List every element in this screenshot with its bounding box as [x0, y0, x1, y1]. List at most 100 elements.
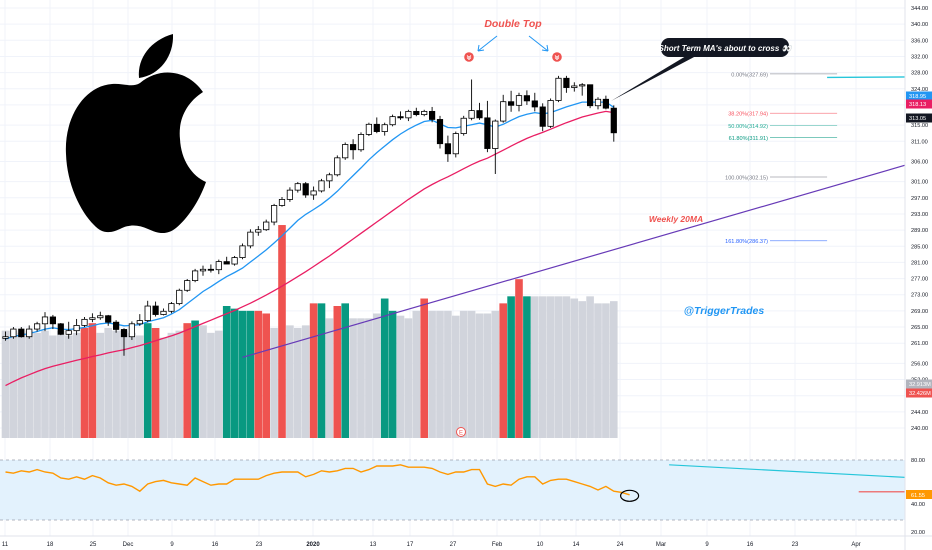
candle: [191, 268, 199, 283]
candle-body: [136, 320, 143, 325]
volume-bar: [215, 330, 223, 438]
candle-body: [602, 98, 610, 109]
volume-bar: [143, 323, 152, 438]
time-tick-label: 9: [705, 542, 709, 548]
candle: [168, 302, 175, 314]
candle: [571, 82, 578, 92]
candle-body: [531, 100, 538, 108]
price-grid: [0, 0, 905, 536]
price-tick-label: 265.00: [911, 325, 928, 331]
candle: [207, 264, 214, 273]
rsi-band: [0, 460, 905, 520]
candle: [523, 90, 531, 105]
candle: [184, 278, 191, 292]
price-axis: 344.00340.00336.00332.00328.00324.00320.…: [904, 0, 932, 550]
rsi-line: [5, 464, 630, 496]
candle: [26, 325, 33, 339]
moving-averages: [5, 101, 615, 387]
fib-level-label: 50.00%(314.92): [728, 124, 768, 130]
candle-body: [286, 189, 294, 200]
rsi-panel: [0, 459, 932, 521]
candle: [531, 92, 538, 112]
candle-body: [191, 270, 199, 281]
candle: [342, 142, 349, 160]
candle-body: [500, 101, 507, 122]
time-tick-label: 23: [792, 542, 799, 548]
candle-body: [120, 329, 128, 338]
volume-bar: [136, 335, 144, 438]
candle: [444, 135, 452, 162]
double-top-arrow-right: [528, 35, 549, 52]
volume-bar: [388, 310, 397, 438]
candle: [105, 314, 112, 326]
price-tick-label: 293.00: [911, 212, 928, 218]
candle-body: [89, 317, 96, 320]
volume-bar: [586, 296, 594, 438]
candle: [270, 203, 278, 226]
volume-bar: [554, 296, 563, 438]
candle-body: [342, 144, 349, 159]
candle-body: [105, 315, 112, 323]
callout-pointer: [611, 56, 696, 101]
time-tick-label: 16: [747, 542, 754, 548]
candle-body: [184, 280, 191, 291]
volume-bar: [238, 310, 247, 438]
volume-bar: [578, 301, 586, 438]
candle-body: [539, 106, 546, 127]
candle: [539, 103, 546, 132]
price-badge: [906, 379, 932, 389]
rsi-highlight-circle: [619, 489, 640, 502]
volume-bar: [159, 337, 168, 438]
volume-bar: [570, 298, 579, 438]
candle-body: [444, 143, 452, 155]
candle-body: [223, 261, 230, 265]
fib-level-label: 38.20%(317.94): [728, 112, 768, 118]
time-tick-label: 2020: [306, 542, 320, 548]
candle-body: [81, 318, 88, 326]
volume-bar: [57, 330, 65, 438]
volume-bar: [25, 330, 33, 438]
candle-body: [594, 98, 602, 107]
candle: [326, 172, 333, 189]
candle: [452, 131, 459, 158]
candle: [389, 114, 396, 127]
candle-body: [199, 268, 207, 272]
watermark-label: @TriggerTrades: [684, 305, 765, 317]
candle-body: [263, 221, 270, 231]
candle: [587, 84, 594, 109]
time-tick-label: 27: [450, 542, 457, 548]
volume-bar: [128, 332, 136, 438]
price-badge: [906, 113, 932, 123]
volume-bar: [1, 330, 10, 438]
volume-bar: [523, 296, 531, 438]
price-tick-label: 240.00: [911, 426, 928, 432]
apple-logo-body: [65, 72, 206, 234]
price-tick-label: 285.00: [911, 244, 928, 250]
candle: [81, 316, 88, 328]
price-tick-label: 289.00: [911, 228, 928, 234]
candle-body: [492, 120, 499, 149]
volume-bar: [17, 332, 26, 438]
fib-level-label: 0.00%(327.69): [731, 72, 768, 78]
earnings-marker-label: E: [459, 431, 463, 437]
volume-bar: [404, 318, 413, 438]
volume-bar: [420, 298, 428, 438]
volume-bar: [207, 332, 215, 438]
volume-bar: [507, 296, 515, 438]
candle-body: [10, 328, 17, 338]
earnings-marker: [456, 427, 466, 437]
candle: [57, 323, 64, 336]
volume-bar: [301, 325, 310, 438]
rsi-badge: [906, 490, 932, 499]
volume-bar: [286, 325, 294, 438]
candle-body: [515, 95, 523, 106]
volume-bar: [467, 310, 476, 438]
apple-logo-leaf: [138, 34, 174, 78]
candle-body: [436, 119, 444, 145]
price-tick-label: 344.00: [911, 6, 928, 12]
volume-bar: [49, 335, 57, 438]
candle-body: [381, 124, 388, 132]
volume-bar: [72, 332, 81, 438]
time-tick-label: Feb: [492, 542, 503, 548]
candle-body: [168, 303, 175, 312]
